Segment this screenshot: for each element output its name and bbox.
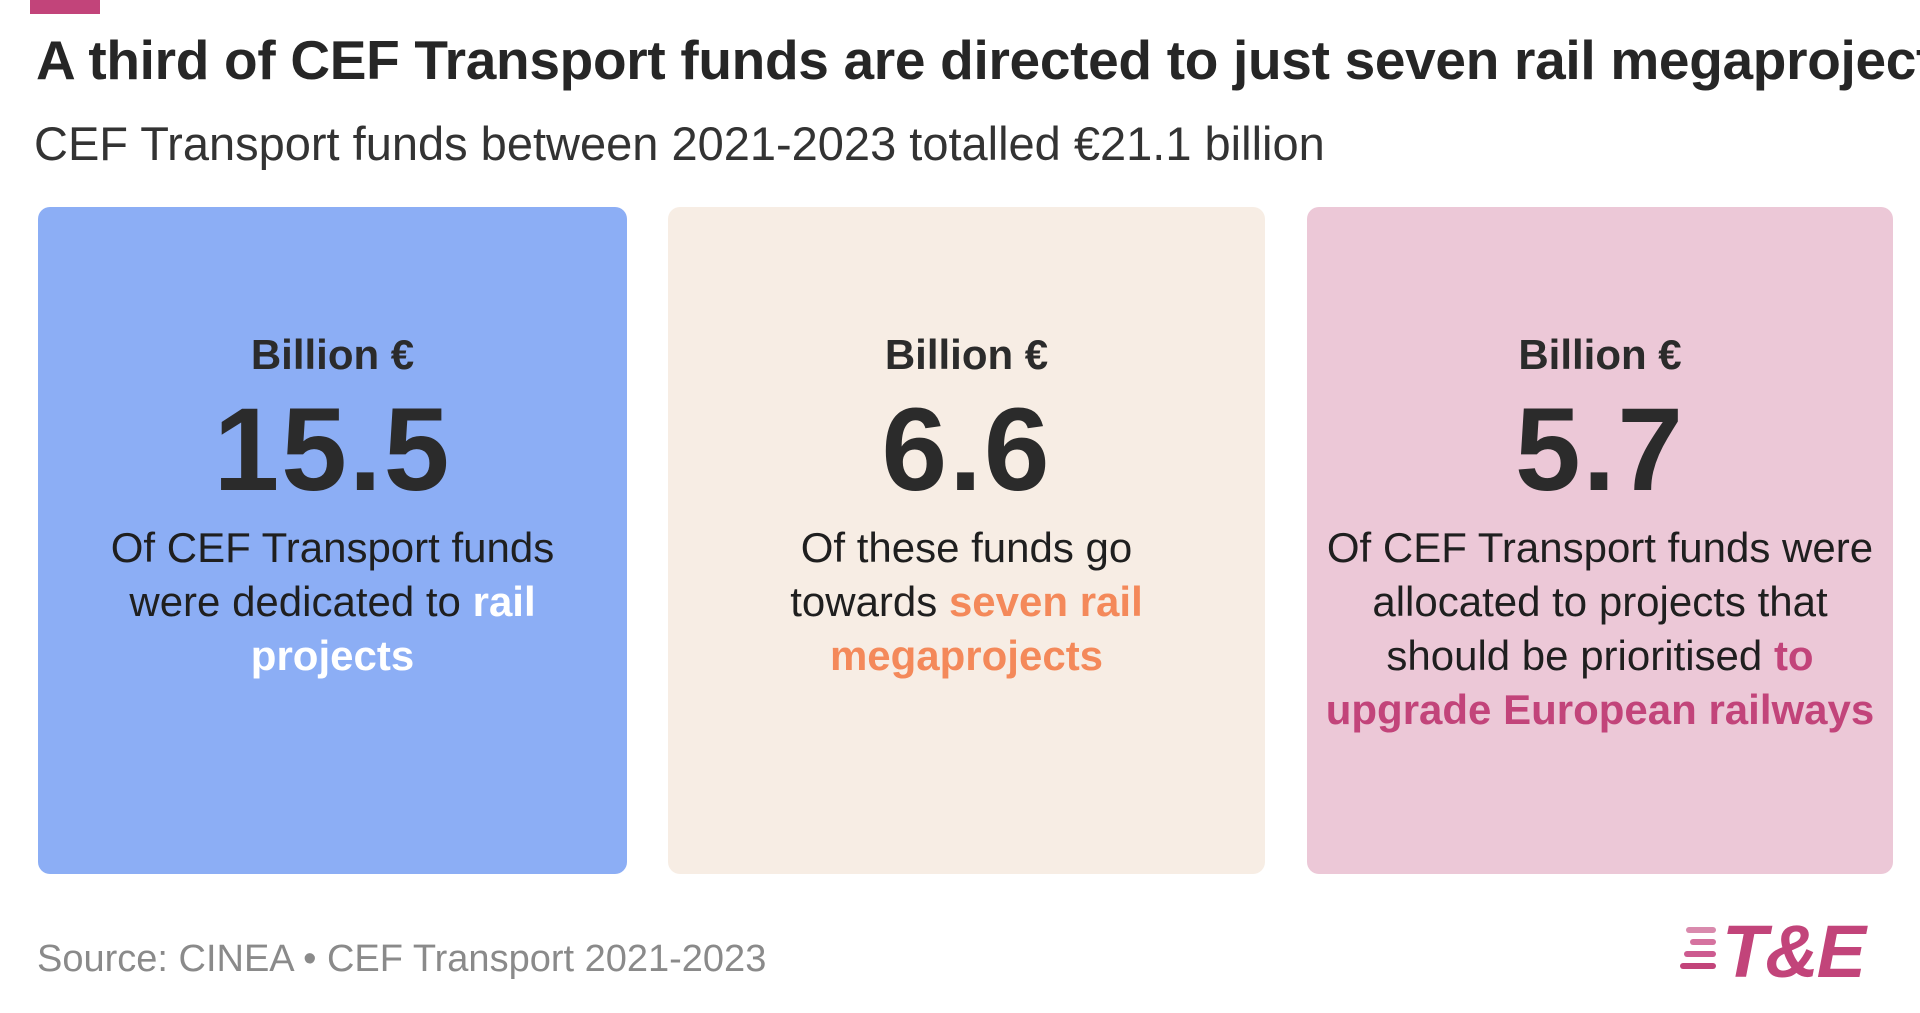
card-unit-label: Billion €	[250, 331, 415, 378]
card-description-text: Of CEF Transport funds were dedicated to	[110, 524, 555, 625]
card-description: Of CEF Transport funds were dedicated to…	[62, 521, 604, 683]
stat-card-upgrade-railways: Billion € 5.7 Of CEF Transport funds wer…	[1307, 207, 1893, 874]
card-description-highlight: rail projects	[250, 578, 536, 679]
card-description-highlight: to upgrade European railways	[1325, 632, 1875, 733]
card-unit-label: Billion €	[1518, 331, 1682, 378]
source-note: Source: CINEA • CEF Transport 2021-2023	[37, 938, 767, 980]
chart-title: A third of CEF Transport funds are direc…	[36, 29, 1920, 91]
card-description-text: Of these funds go towards	[790, 524, 1133, 625]
accent-bar	[30, 0, 100, 14]
card-value: 6.6	[881, 384, 1052, 516]
card-description: Of these funds go towards seven rail meg…	[769, 521, 1163, 683]
card-unit-label: Billion €	[884, 331, 1049, 378]
speed-lines-icon	[1680, 925, 1724, 975]
te-logo: T&E	[1680, 910, 1890, 993]
card-description-highlight: seven rail megaprojects	[829, 578, 1143, 679]
card-value: 15.5	[213, 384, 452, 516]
card-description-text: Of CEF Transport funds were allocated to…	[1326, 524, 1874, 679]
stat-card-rail-projects: Billion € 15.5 Of CEF Transport funds we…	[38, 207, 627, 874]
logo-wordmark: T&E	[1722, 910, 1866, 993]
card-value: 5.7	[1514, 384, 1686, 516]
chart-subtitle: CEF Transport funds between 2021-2023 to…	[34, 117, 1325, 170]
card-description: Of CEF Transport funds were allocated to…	[1319, 521, 1882, 737]
stat-card-megaprojects: Billion € 6.6 Of these funds go towards …	[668, 207, 1265, 874]
